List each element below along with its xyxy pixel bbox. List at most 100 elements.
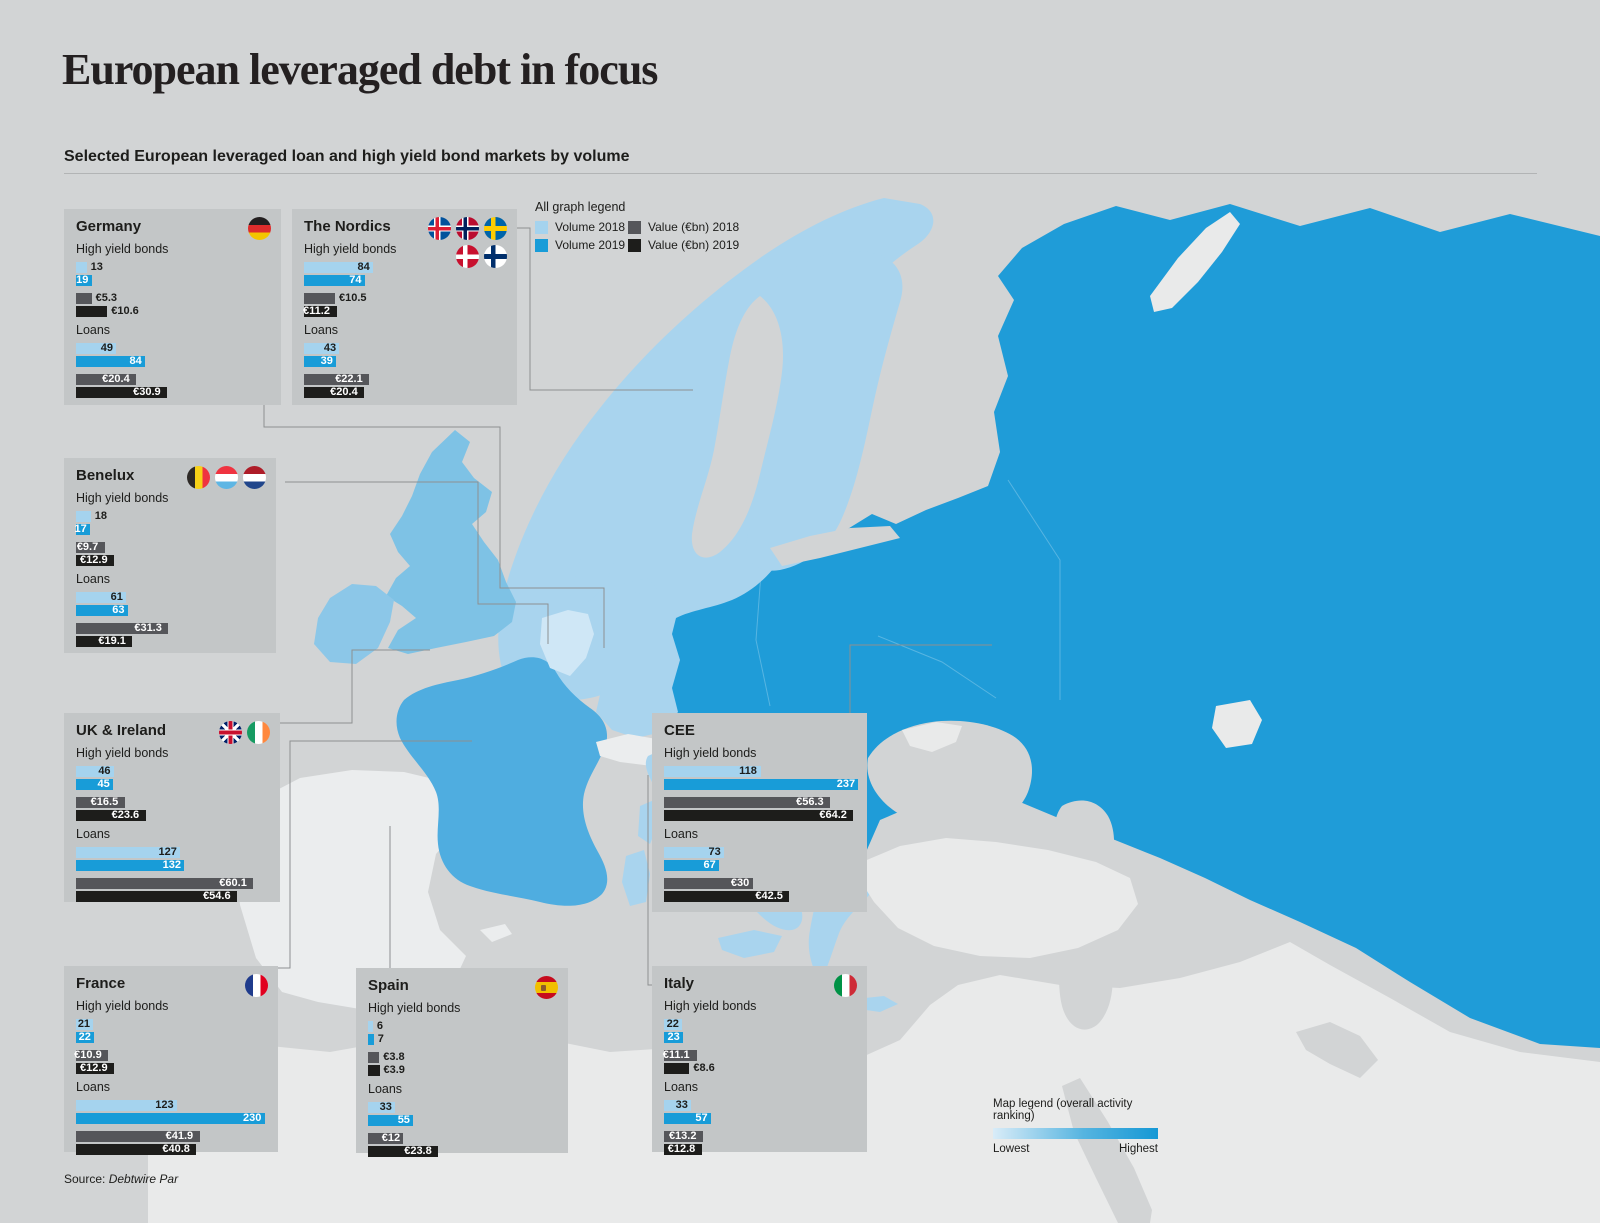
panel-group-high-yield-bonds: High yield bonds 118 237 €56.3 €64.2	[664, 746, 859, 821]
map-sea-white-sea	[929, 266, 977, 378]
bar	[76, 511, 91, 522]
bar-value-label: €12.9	[80, 554, 108, 566]
bar-value-label: €42.5	[755, 890, 783, 902]
bar-volume-2018: 18	[76, 510, 264, 522]
bar-volume-2018: 43	[304, 342, 505, 354]
volume-2019-swatch-icon	[535, 239, 548, 252]
map-legend-gradient-bar	[993, 1128, 1158, 1139]
bar-volume-2018: 118	[664, 765, 855, 777]
connector-italy	[647, 775, 652, 986]
legend-label: Volume 2019	[555, 238, 626, 252]
bar-volume-2018: 13	[76, 261, 269, 273]
source-line: Source: Debtwire Par	[64, 1172, 178, 1186]
bar	[76, 810, 146, 821]
bar-value-label: €54.6	[203, 890, 231, 902]
bar-volume-2018: 61	[76, 591, 264, 603]
bar-volume-2019: 84	[76, 355, 269, 367]
flag-netherlands-icon	[243, 466, 266, 489]
legend-label: Volume 2018	[555, 220, 626, 234]
bar	[304, 343, 340, 354]
bar-volume-2018: 49	[76, 342, 269, 354]
panel-flags	[772, 974, 857, 997]
bar-value-label: €3.9	[383, 1064, 405, 1076]
bar-value-label: 73	[708, 846, 721, 858]
bar-value-2019: €20.4	[304, 386, 505, 398]
map-legend-title: Map legend (overall activity ranking)	[993, 1098, 1133, 1122]
panel-connector-lines	[263, 227, 992, 986]
bar-value-2018: €12	[368, 1132, 556, 1144]
volume-2018-swatch-icon	[535, 221, 548, 234]
bar-value-label: €20.4	[330, 386, 358, 398]
bar-value-label: €9.7	[76, 541, 99, 553]
flag-italy-icon	[834, 974, 857, 997]
page-title: European leveraged debt in focus	[62, 45, 658, 94]
connector-uk	[280, 649, 430, 724]
bar-value-label: €11.2	[303, 305, 330, 317]
connector-nordics	[517, 227, 693, 391]
flag-luxembourg-icon	[215, 466, 238, 489]
bar-value-2018: €9.7	[76, 541, 264, 553]
bar-value-2019: €30.9	[76, 386, 269, 398]
value-2019-swatch-icon	[628, 239, 641, 252]
bar	[664, 1063, 690, 1074]
panel-germany: Germany High yield bonds 13 19 €5.3 €10.…	[64, 209, 281, 405]
bar-value-label: 39	[320, 355, 333, 367]
bar	[76, 275, 92, 286]
legend-item-value-2019: Value (€bn) 2019	[628, 239, 815, 252]
bar	[76, 766, 114, 777]
bar-value-label: 84	[357, 261, 370, 273]
bar-volume-2018: 6	[368, 1020, 556, 1032]
bar-value-2019: €11.2	[303, 305, 505, 317]
map-region-benelux	[540, 610, 594, 676]
bar-volume-2018: 33	[368, 1101, 556, 1113]
bar-volume-2018: 123	[76, 1099, 266, 1111]
bar	[368, 1034, 374, 1045]
flag-germany-icon	[248, 217, 271, 240]
bar-value-2019: €19.1	[76, 635, 264, 647]
bar-volume-2019: 7	[368, 1033, 556, 1045]
group-label: Loans	[664, 827, 699, 841]
bar-value-label: €23.6	[111, 809, 140, 821]
bar-value-2019: €40.8	[76, 1143, 266, 1155]
bar-value-label: €10.5	[338, 292, 367, 304]
bar-value-2018: €60.1	[76, 877, 268, 889]
bar-value-label: €60.1	[219, 877, 247, 889]
bar-value-label: 230	[243, 1112, 262, 1124]
panel-group-high-yield-bonds: High yield bonds 13 19 €5.3 €10.6	[76, 242, 269, 317]
group-label: High yield bonds	[664, 746, 757, 760]
bar-value-label: €8.6	[693, 1062, 715, 1074]
bar-volume-2019: 55	[368, 1114, 556, 1126]
panel-group-loans: Loans 127 132 €60.1 €54.6	[76, 827, 268, 902]
bar-value-label: €30	[730, 877, 750, 889]
bar-value-2018: €11.1	[662, 1049, 855, 1061]
bar-volume-2019: 67	[664, 859, 855, 871]
bar-value-2019: €42.5	[664, 890, 855, 902]
panel-group-high-yield-bonds: High yield bonds 6 7 €3.8 €3.9	[368, 1001, 556, 1076]
bar-volume-2019: 19	[76, 274, 269, 286]
bar	[664, 1019, 682, 1030]
bar-value-label: €12	[381, 1132, 401, 1144]
bar	[664, 810, 854, 821]
bar-value-label: €31.3	[134, 622, 162, 634]
bar-value-2019: €3.9	[368, 1064, 556, 1076]
bar-value-label: 33	[379, 1101, 392, 1113]
bar-value-label: 13	[90, 261, 103, 273]
bar-volume-2018: 33	[664, 1099, 855, 1111]
bar-volume-2019: 132	[76, 859, 268, 871]
map-region-turkey	[860, 838, 1138, 958]
bar	[76, 1019, 94, 1030]
panel-group-high-yield-bonds: High yield bonds 46 45 €16.5 €23.6	[76, 746, 268, 821]
map-region-germany	[594, 592, 680, 738]
panel-flags	[185, 721, 270, 744]
panel-flags	[183, 974, 268, 997]
bar	[76, 1063, 115, 1074]
map-sea-gulf-of-bothnia	[691, 296, 784, 558]
graph-legend: All graph legend Volume 2018 Value (€bn)…	[535, 200, 815, 252]
bar-value-label: 46	[98, 765, 111, 777]
bar-value-label: 57	[695, 1112, 708, 1124]
panel-title: CEE	[664, 722, 695, 739]
bar-value-label: €11.1	[662, 1049, 690, 1061]
bar-value-label: €40.8	[162, 1143, 190, 1155]
map-sea-gulf-of-finland	[770, 526, 900, 566]
bar-value-label: 6	[376, 1020, 384, 1032]
